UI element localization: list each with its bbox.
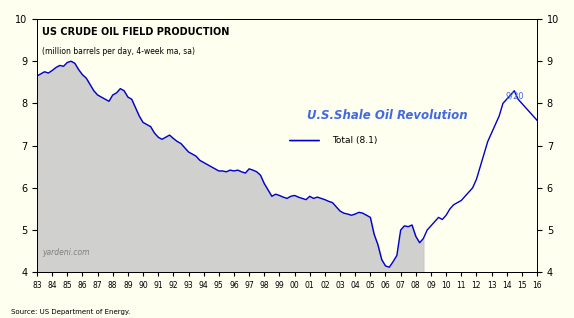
Text: US CRUDE OIL FIELD PRODUCTION: US CRUDE OIL FIELD PRODUCTION (42, 27, 230, 37)
Text: U.S.Shale Oil Revolution: U.S.Shale Oil Revolution (307, 109, 467, 122)
Text: Total (8.1): Total (8.1) (332, 136, 377, 145)
Text: Source: US Department of Energy.: Source: US Department of Energy. (11, 309, 131, 315)
Text: 9/20: 9/20 (505, 91, 524, 100)
Text: yardeni.com: yardeni.com (42, 248, 90, 257)
Text: (million barrels per day, 4-week ma, sa): (million barrels per day, 4-week ma, sa) (42, 47, 195, 56)
